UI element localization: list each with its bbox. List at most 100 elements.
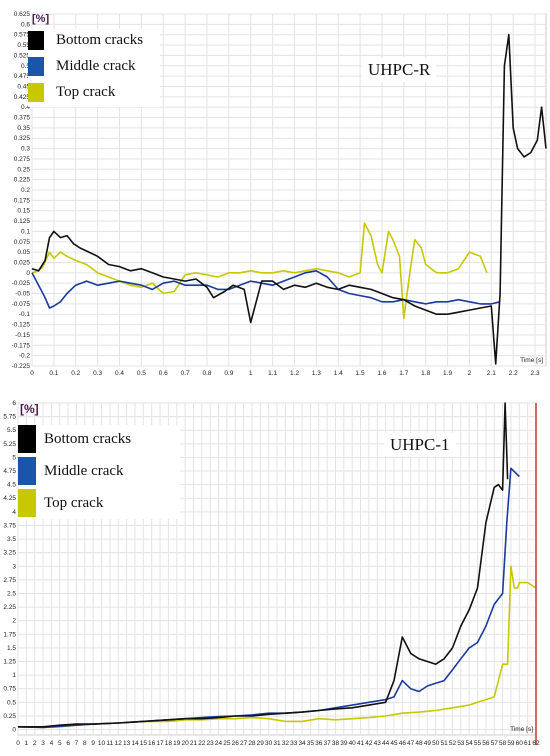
- uhpc-r-y-tick-label: 0: [26, 270, 30, 277]
- uhpc-r-series-top-crack: [31, 222, 488, 320]
- uhpc-1-x-tick-label: 40: [349, 740, 357, 747]
- uhpc-1-y-tick-label: 3.25: [3, 550, 16, 557]
- uhpc-r-x-tick-label: 0: [30, 370, 34, 377]
- uhpc-1-x-tick-label: 16: [148, 740, 156, 747]
- uhpc-r-x-tick-label: 2.1: [487, 370, 496, 377]
- uhpc-1-x-tick-label: 58: [499, 740, 507, 747]
- uhpc-1-y-tick-label: 6: [12, 400, 16, 407]
- uhpc-r-x-tick-label: 1.7: [399, 370, 408, 377]
- uhpc-1-x-tick-label: 9: [91, 740, 95, 747]
- uhpc-r-series-bottom-cracks: [31, 33, 547, 365]
- uhpc-r-y-tick-label: 0.05: [17, 249, 30, 256]
- uhpc-r-x-tick-label: 0.9: [224, 370, 233, 377]
- uhpc-1-y-tick-label: 1.25: [3, 659, 16, 666]
- uhpc-r-y-tick-label: 0.1: [21, 228, 30, 235]
- uhpc-1-x-tick-label: 17: [156, 740, 164, 747]
- uhpc-1-x-tick-label: 26: [232, 740, 240, 747]
- uhpc-1-x-tick-label: 34: [298, 740, 306, 747]
- uhpc-1-x-tick-label: 43: [374, 740, 382, 747]
- uhpc-1-x-axis-label: Time [s]: [510, 726, 533, 733]
- uhpc-r-y-tick-label: 0.575: [14, 32, 31, 39]
- legend-label-top: Top crack: [44, 494, 104, 511]
- uhpc-r-x-tick-label: 1.2: [290, 370, 299, 377]
- uhpc-1-x-tick-label: 32: [282, 740, 290, 747]
- uhpc-1-x-tick-label: 59: [507, 740, 515, 747]
- uhpc-1-x-tick-label: 21: [190, 740, 198, 747]
- uhpc-r-y-tick-label: 0.175: [14, 197, 31, 204]
- uhpc-r-x-tick-label: 0.5: [137, 370, 146, 377]
- uhpc-r-y-tick-label: -0.025: [12, 280, 31, 287]
- uhpc-1-x-tick-label: 54: [466, 740, 474, 747]
- uhpc-1-y-tick-label: 2.5: [7, 590, 16, 597]
- uhpc-1-y-tick-label: 3: [12, 563, 16, 570]
- uhpc-1-x-tick-label: 36: [315, 740, 323, 747]
- uhpc-r-y-tick-label: 0.6: [21, 21, 30, 28]
- uhpc-1-x-tick-label: 47: [407, 740, 415, 747]
- uhpc-1-x-tick-label: 52: [449, 740, 457, 747]
- uhpc-r-series-middle-crack: [31, 269, 501, 309]
- uhpc-1-y-tick-label: 5.25: [3, 441, 16, 448]
- uhpc-1-y-tick-label: 4.75: [3, 468, 16, 475]
- uhpc-1-y-tick-label: 2.25: [3, 604, 16, 611]
- uhpc-1-x-tick-label: 35: [307, 740, 315, 747]
- uhpc-1-y-tick-label: 4: [12, 509, 16, 516]
- uhpc-1-x-tick-label: 27: [240, 740, 248, 747]
- chart-title-uhpc-1: UHPC-1: [384, 433, 456, 457]
- uhpc-1-y-tick-label: 1: [12, 672, 16, 679]
- uhpc-1-x-tick-label: 6: [66, 740, 70, 747]
- legend-label-middle: Middle crack: [56, 58, 136, 74]
- uhpc-r-x-tick-label: 1.5: [356, 370, 365, 377]
- uhpc-1-x-tick-label: 19: [173, 740, 181, 747]
- chart-uhpc-r: 0 0.1 0.2 0.3 0.4 0.5 0.6 0.7 0.8 0.9 1 1.1 1.2 1.3 1.…: [11, 11, 547, 377]
- uhpc-1-x-tick-label: 24: [215, 740, 223, 747]
- uhpc-1-x-tick-label: 41: [357, 740, 365, 747]
- uhpc-1-x-tick-label: 8: [83, 740, 87, 747]
- uhpc-r-x-tick-label: 1.8: [421, 370, 430, 377]
- uhpc-r-y-tick-label: 0.475: [14, 73, 31, 80]
- uhpc-1-y-tick-label: 0.5: [7, 699, 16, 706]
- legend-item-top: Top crack: [18, 489, 103, 517]
- uhpc-1-x-tick-label: 51: [440, 740, 448, 747]
- uhpc-1-x-tick-label: 7: [75, 740, 79, 747]
- uhpc-r-x-tick-label: 0.3: [93, 370, 102, 377]
- legend-uhpc-1: Bottom cracks Middle crack Top crack: [18, 425, 180, 519]
- uhpc-r-y-tick-label: -0.1: [19, 311, 31, 318]
- uhpc-1-x-tick-label: 28: [248, 740, 256, 747]
- uhpc-1-y-tick-label: 0.75: [3, 686, 16, 693]
- legend-swatch-bottom: [28, 31, 44, 50]
- uhpc-r-y-tick-label: 0.625: [14, 11, 31, 18]
- uhpc-1-x-tick-label: 29: [257, 740, 265, 747]
- uhpc-1-x-tick-label: 60: [516, 740, 524, 747]
- uhpc-1-x-tick-label: 2: [33, 740, 37, 747]
- legend-label-bottom: Bottom cracks: [44, 430, 132, 447]
- uhpc-r-y-tick-label: 0.125: [14, 218, 31, 225]
- uhpc-1-x-tick-label: 46: [399, 740, 407, 747]
- uhpc-1-x-tick-label: 44: [382, 740, 390, 747]
- uhpc-1-x-tick-label: 50: [432, 740, 440, 747]
- uhpc-1-x-tick-label: 31: [273, 740, 281, 747]
- uhpc-r-y-tick-label: -0.05: [15, 291, 30, 298]
- uhpc-1-y-tick-label: 2.75: [3, 577, 16, 584]
- uhpc-1-x-tick-label: 48: [415, 740, 423, 747]
- uhpc-r-y-tick-label: 0.225: [14, 177, 31, 184]
- uhpc-1-x-tick-label: 30: [265, 740, 273, 747]
- uhpc-r-x-tick-label: 2: [468, 370, 472, 377]
- chart-uhpc-r-plot: 0 0.1 0.2 0.3 0.4 0.5 0.6 0.7 0.8 0.9 1 1.1 1.2 1.3 1.…: [12, 11, 547, 377]
- legend-label-top: Top crack: [56, 84, 116, 100]
- uhpc-r-x-tick-label: 1: [249, 370, 253, 377]
- uhpc-1-x-tick-label: 38: [332, 740, 340, 747]
- uhpc-r-x-tick-label: 1.3: [312, 370, 321, 377]
- uhpc-1-y-tick-label: 2: [12, 618, 16, 625]
- uhpc-r-x-tick-label: 0.4: [115, 370, 124, 377]
- uhpc-r-y-tick-label: 0.55: [17, 42, 30, 49]
- uhpc-r-x-tick-label: 2.2: [509, 370, 518, 377]
- legend-swatch-middle: [18, 457, 36, 485]
- uhpc-r-y-tick-label: -0.075: [12, 301, 31, 308]
- uhpc-1-x-tick-label: 10: [98, 740, 106, 747]
- legend-item-bottom: Bottom cracks: [28, 31, 143, 50]
- uhpc-1-y-tick-label: 0: [12, 727, 16, 734]
- uhpc-1-y-tick-label: 3.5: [7, 536, 16, 543]
- uhpc-r-y-tick-label: 0.375: [14, 115, 31, 122]
- uhpc-1-x-tick-label: 13: [123, 740, 131, 747]
- uhpc-1-x-tick-label: 22: [198, 740, 206, 747]
